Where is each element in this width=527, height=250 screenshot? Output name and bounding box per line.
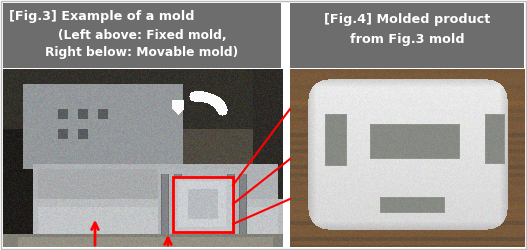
- Text: [Fig.4] Molded product: [Fig.4] Molded product: [324, 13, 490, 26]
- Bar: [3, 3, 281, 68]
- Bar: [173, 177, 233, 232]
- Text: Right below: Movable mold): Right below: Movable mold): [45, 46, 239, 59]
- Text: [Fig.3] Example of a mold: [Fig.3] Example of a mold: [9, 10, 194, 23]
- Text: from Fig.3 mold: from Fig.3 mold: [350, 33, 464, 46]
- Text: (Left above: Fixed mold,: (Left above: Fixed mold,: [57, 29, 226, 42]
- Bar: [290, 3, 524, 68]
